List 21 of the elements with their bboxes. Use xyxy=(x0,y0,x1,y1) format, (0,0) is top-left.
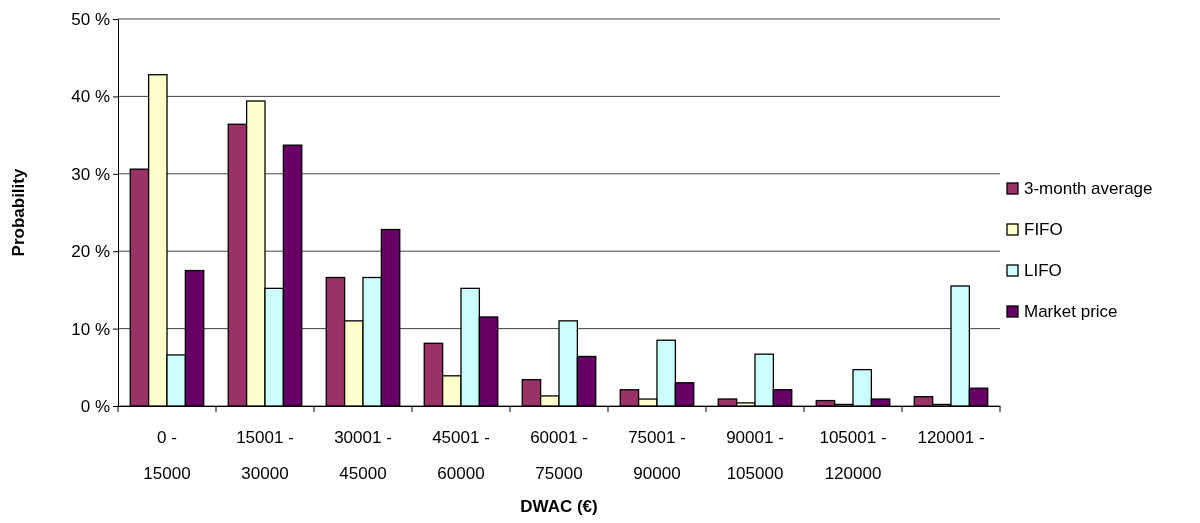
x-axis-title: DWAC (€) xyxy=(520,497,598,516)
x-tick-label: 15001 - 30000 xyxy=(236,428,294,483)
x-tick-label: 90001 - 105000 xyxy=(726,428,784,483)
y-tick-label: 0 % xyxy=(80,396,110,416)
x-tick-label: 75001 - 90000 xyxy=(628,428,686,483)
y-axis-title: Probability xyxy=(9,168,28,257)
legend-label: LIFO xyxy=(1024,261,1062,280)
x-tick-label: 30001 - 45000 xyxy=(334,428,392,483)
y-tick-label: 50 % xyxy=(71,9,110,29)
legend-label: 3-month average xyxy=(1024,179,1153,198)
x-tick-label: 120001 - xyxy=(917,428,985,447)
x-tick-label: 0 - 15000 xyxy=(143,428,191,483)
legend-label: FIFO xyxy=(1024,220,1063,239)
x-tick-label: 60001 - 75000 xyxy=(530,428,588,483)
x-tick-label: 105001 - 120000 xyxy=(819,428,887,483)
y-tick-label: 40 % xyxy=(71,87,110,107)
y-tick-label: 10 % xyxy=(71,319,110,339)
y-tick-label: 20 % xyxy=(71,242,110,262)
y-tick-label: 30 % xyxy=(71,164,110,184)
legend-label: Market price xyxy=(1024,302,1118,321)
x-tick-label: 45001 - 60000 xyxy=(432,428,490,483)
